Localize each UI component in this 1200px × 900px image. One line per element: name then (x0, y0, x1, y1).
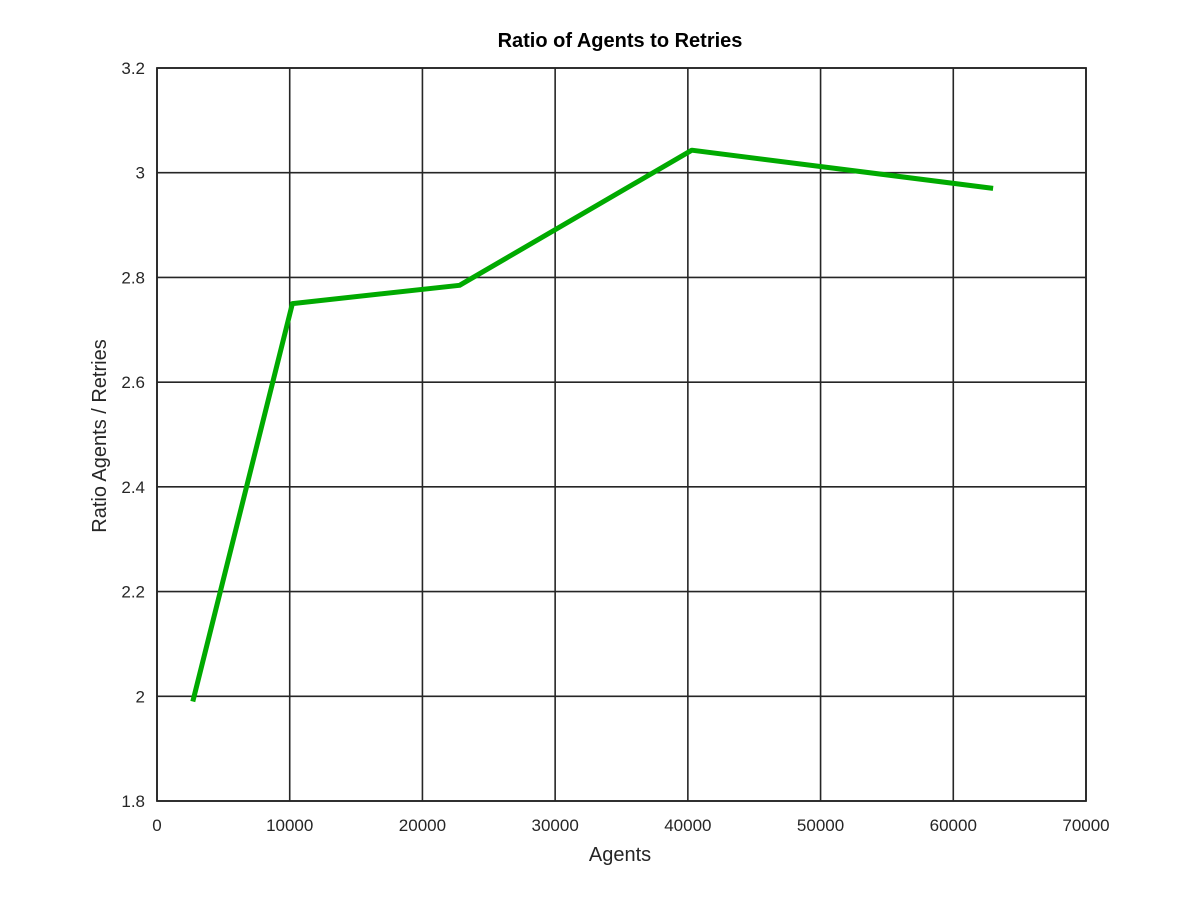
y-tick-label: 3.2 (121, 59, 145, 78)
y-tick-label: 2.8 (121, 268, 145, 287)
y-axis-label: Ratio Agents / Retries (89, 339, 111, 532)
series-line (190, 147, 994, 703)
y-tick-label: 2.2 (121, 583, 145, 602)
grid (156, 67, 1087, 802)
x-axis-label: Agents (589, 844, 651, 866)
x-tick-label: 40000 (664, 816, 711, 835)
x-tick-label: 30000 (532, 816, 579, 835)
x-tick-label: 60000 (930, 816, 977, 835)
x-tick-label: 10000 (266, 816, 313, 835)
series-layer (190, 147, 994, 703)
x-tick-label: 70000 (1062, 816, 1109, 835)
x-tick-label: 20000 (399, 816, 446, 835)
x-tick-label: 0 (152, 816, 161, 835)
y-tick-label: 2.4 (121, 478, 145, 497)
y-tick-label: 2 (136, 687, 145, 706)
chart-title: Ratio of Agents to Retries (498, 30, 743, 52)
y-tick-label: 3 (136, 164, 145, 183)
x-tick-label: 50000 (797, 816, 844, 835)
y-tick-label: 1.8 (121, 792, 145, 811)
x-axis-ticks: 0 10000 20000 30000 40000 50000 60000 70000 (152, 816, 1109, 835)
plot-area-frame (156, 67, 1087, 802)
y-axis-ticks: 1.8 2 2.2 2.4 2.6 2.8 3 3.2 (121, 59, 145, 811)
y-tick-label: 2.6 (121, 373, 145, 392)
